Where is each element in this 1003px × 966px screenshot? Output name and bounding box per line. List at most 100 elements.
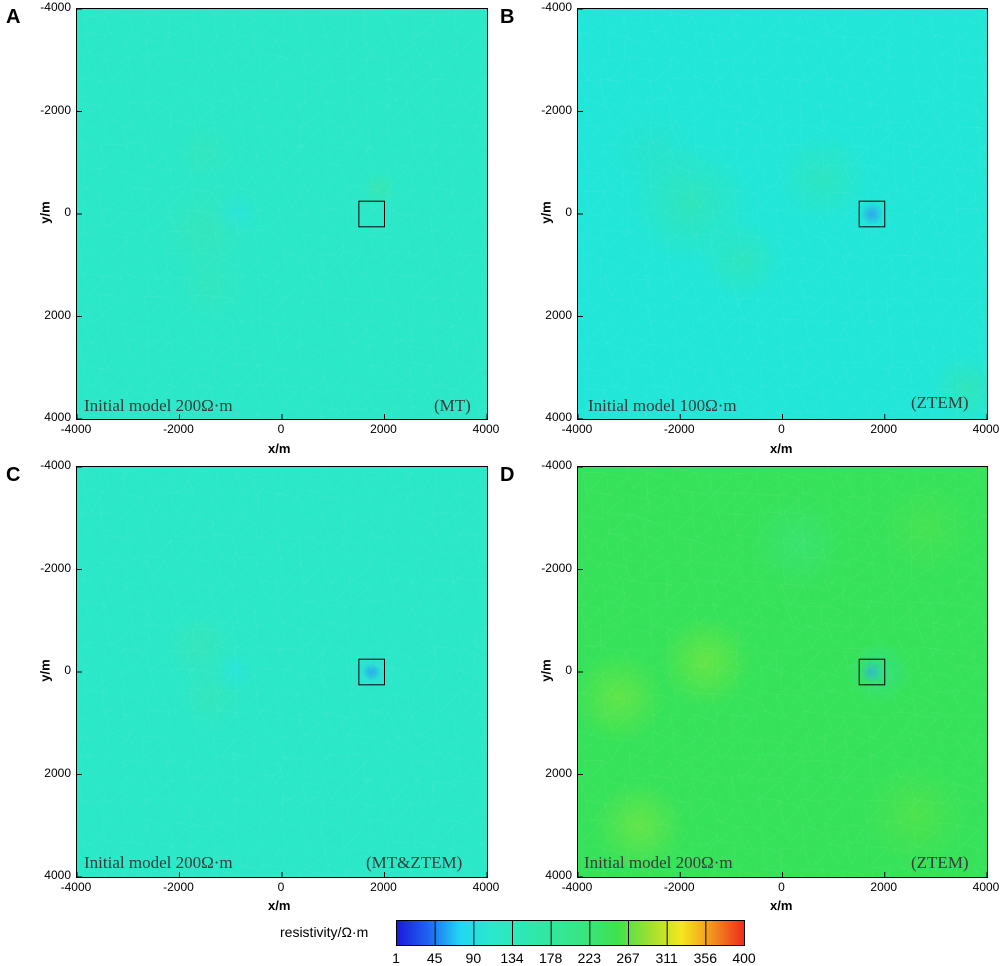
y-tick-label-d: -4000 — [541, 458, 572, 472]
resistivity-anomaly — [593, 779, 686, 872]
colorbar-tick-label: 90 — [465, 950, 482, 966]
resistivity-anomaly — [159, 183, 252, 276]
x-tick-label-a: 0 — [277, 422, 285, 436]
y-tick-label-b: 2000 — [545, 307, 572, 322]
y-tick-label-b: 4000 — [545, 410, 572, 424]
resistivity-anomaly — [879, 482, 972, 575]
annotation-method-d: (ZTEM) — [911, 853, 969, 872]
x-tick-label-b: 2000 — [870, 422, 898, 436]
x-axis-label-c: x/m — [268, 898, 291, 913]
resistivity-anomaly — [578, 651, 665, 744]
x-tick-label-a: 2000 — [370, 422, 397, 436]
heatmap-svg-a — [77, 9, 487, 419]
x-tick-label-b: -2000 — [663, 422, 695, 436]
y-tick-label-c: 2000 — [44, 765, 71, 780]
resistivity-anomaly — [777, 132, 870, 225]
x-tick-label-c: -2000 — [163, 880, 194, 894]
colorbar-tick-label: 267 — [616, 950, 640, 966]
resistivity-anomaly — [361, 170, 398, 207]
x-axis-label-b: x/m — [770, 441, 793, 456]
heatmap-plot-c — [76, 466, 488, 878]
x-tick-label-b: 0 — [778, 422, 785, 436]
heatmap-background — [77, 9, 487, 419]
target-box — [358, 658, 385, 686]
y-tick-label-a: 0 — [64, 205, 71, 219]
y-tick-label-c: -2000 — [40, 560, 71, 575]
x-tick-label-a: -2000 — [163, 422, 194, 436]
target-box — [858, 200, 886, 228]
annotation-method-c: (MT&ZTEM) — [366, 853, 463, 872]
colorbar-tick-label: 134 — [500, 950, 524, 966]
colorbar-tick-label: 311 — [655, 950, 678, 966]
x-tick-label-d: -2000 — [663, 880, 695, 894]
colorbar-tick-label: 356 — [693, 950, 717, 966]
annotation-initial-model-b: Initial model 100Ω·m — [588, 396, 737, 415]
x-tick-label-d: 2000 — [870, 880, 898, 894]
y-tick-label-b: -4000 — [541, 0, 572, 14]
y-tick-label-b: 0 — [565, 205, 572, 219]
panel-label-a: A — [6, 6, 21, 28]
x-tick-label-b: 4000 — [972, 422, 1000, 436]
annotation-method-a: (MT) — [434, 396, 471, 415]
colorbar-tick-label: 178 — [538, 950, 563, 966]
heatmap-plot-b — [577, 8, 988, 420]
resistivity-anomaly — [659, 615, 752, 708]
heatmap-svg-c — [77, 467, 487, 877]
x-tick-label-c: 4000 — [472, 880, 500, 894]
colorbar-tick-label: 400 — [732, 950, 756, 966]
resistivity-anomaly — [864, 764, 967, 867]
x-tick-label-b: -4000 — [561, 422, 593, 436]
y-tick-label-d: 2000 — [545, 765, 572, 780]
colorbar-title: resistivity/Ω·m — [280, 924, 369, 940]
y-tick-label-a: -2000 — [40, 102, 71, 117]
x-tick-label-a: 4000 — [472, 422, 500, 436]
x-axis-label-a: x/m — [268, 441, 291, 456]
resistivity-anomaly — [215, 651, 257, 693]
resistivity-anomaly — [751, 497, 844, 590]
panel-label-c: C — [6, 464, 21, 486]
annotation-initial-model-c: Initial model 200Ω·m — [84, 853, 233, 872]
y-tick-label-a: 2000 — [44, 307, 71, 322]
annotation-method-b: (ZTEM) — [911, 393, 969, 412]
heatmap-background — [77, 467, 487, 877]
x-tick-label-d: 0 — [778, 880, 785, 894]
target-box — [858, 658, 886, 686]
resistivity-anomaly — [930, 352, 987, 419]
resistivity-anomaly — [174, 121, 236, 184]
y-tick-label-a: -4000 — [40, 0, 71, 14]
colorbar — [396, 920, 745, 946]
y-tick-label-a: 4000 — [44, 410, 71, 424]
annotation-initial-model-d: Initial model 200Ω·m — [584, 853, 733, 872]
resistivity-anomaly — [860, 202, 884, 226]
heatmap-svg-b — [578, 9, 987, 419]
heatmap-svg-d — [578, 467, 987, 877]
resistivity-anomaly — [174, 249, 247, 322]
heatmap-plot-a — [76, 8, 488, 420]
colorbar-tick-label: 1 — [392, 950, 400, 966]
resistivity-anomaly — [352, 652, 392, 692]
colorbar-tick-label: 223 — [577, 950, 601, 966]
x-tick-label-c: 0 — [277, 880, 285, 894]
x-tick-label-d: -4000 — [561, 880, 593, 894]
colorbar-tick-label: 45 — [426, 950, 443, 966]
x-tick-label-d: 4000 — [972, 880, 1000, 894]
heatmap-plot-d — [577, 466, 988, 878]
annotation-initial-model-a: Initial model 200Ω·m — [84, 396, 233, 415]
y-tick-label-d: 4000 — [545, 868, 572, 882]
target-box — [358, 200, 385, 228]
mesh-texture — [77, 9, 487, 419]
resistivity-anomaly — [848, 641, 911, 703]
y-tick-label-b: -2000 — [541, 102, 572, 117]
resistivity-anomaly — [608, 106, 701, 199]
mesh-texture — [578, 9, 987, 419]
mesh-texture — [77, 467, 487, 877]
y-tick-label-d: 0 — [565, 663, 572, 677]
panel-label-d: D — [500, 464, 515, 486]
x-tick-label-c: -4000 — [60, 880, 92, 894]
y-tick-label-d: -2000 — [541, 560, 572, 575]
y-tick-label-c: -4000 — [40, 458, 71, 472]
colorbar-gradient — [396, 920, 745, 946]
y-tick-label-c: 0 — [64, 663, 71, 677]
panel-label-b: B — [500, 6, 515, 28]
x-tick-label-a: -4000 — [60, 422, 92, 436]
